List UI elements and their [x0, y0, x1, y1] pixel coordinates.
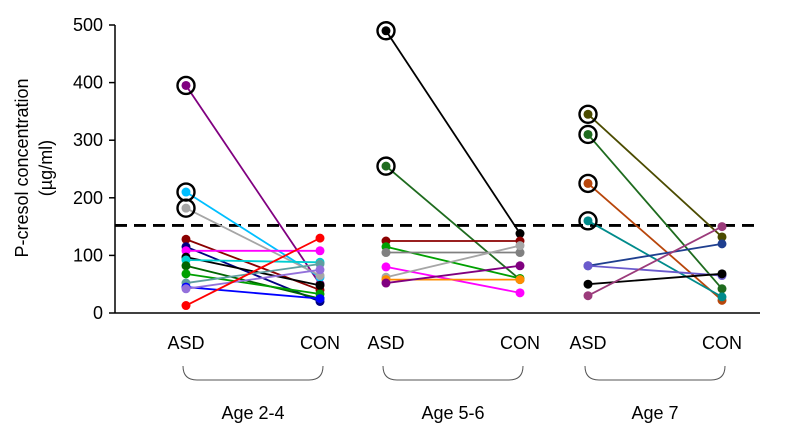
- data-point-con: [315, 233, 325, 243]
- data-point-asd: [381, 278, 391, 288]
- data-point-con: [315, 246, 325, 256]
- data-point-asd: [381, 262, 391, 272]
- data-point-asd: [181, 187, 191, 197]
- data-point-asd: [181, 284, 191, 294]
- x-category-label-con: CON: [300, 333, 340, 353]
- highlight-ring: [578, 124, 598, 145]
- group-label: Age 7: [631, 403, 678, 423]
- series-line: [185, 263, 321, 284]
- y-axis-label-unit: (µg/ml): [36, 140, 56, 196]
- series-line: [385, 264, 521, 284]
- highlight-ring: [376, 156, 396, 176]
- data-point-con: [315, 280, 325, 290]
- y-tick-label: 200: [73, 188, 103, 208]
- group-bracket: [584, 365, 726, 381]
- data-point-asd: [583, 109, 593, 119]
- y-tick-label: 100: [73, 245, 103, 265]
- series-line: [185, 207, 321, 277]
- x-category-label-asd: ASD: [367, 333, 404, 353]
- group-1-series: [376, 21, 525, 298]
- series-line: [185, 237, 321, 307]
- labels-layer: 0 100 200 300 400 500 P-cresol concentration (µ…: [12, 15, 742, 423]
- data-point-con: [315, 265, 325, 275]
- group-bracket: [182, 365, 324, 381]
- data-point-con: [717, 239, 727, 249]
- data-point-asd: [583, 279, 593, 289]
- data-point-con: [717, 292, 727, 302]
- highlight-ring: [578, 104, 598, 124]
- data-point-asd: [583, 216, 593, 226]
- x-category-label-asd: ASD: [569, 333, 606, 353]
- series-line: [185, 286, 321, 300]
- data-point-asd: [181, 246, 191, 256]
- data-point-con: [515, 248, 525, 258]
- group-bracket: [382, 365, 524, 381]
- series-line: [587, 220, 723, 298]
- series-line: [587, 272, 723, 286]
- series-line: [587, 242, 723, 267]
- axes: [109, 24, 760, 314]
- series-line: [385, 244, 521, 279]
- data-point-asd: [583, 261, 593, 271]
- data-point-con: [717, 284, 727, 294]
- data-point-asd: [381, 248, 391, 258]
- series-line: [587, 264, 723, 277]
- y-tick-label: 500: [73, 15, 103, 35]
- series-line: [185, 264, 321, 300]
- series-line: [185, 191, 321, 279]
- series-line: [185, 268, 321, 290]
- series-line: [185, 259, 321, 264]
- data-point-asd: [181, 80, 191, 90]
- series-line: [185, 272, 321, 295]
- highlight-ring: [376, 21, 396, 41]
- data-point-con: [515, 261, 525, 271]
- data-point-asd: [181, 269, 191, 279]
- data-point-asd: [181, 234, 191, 244]
- data-point-con: [515, 241, 525, 251]
- series-line: [385, 165, 521, 281]
- highlight-ring: [176, 198, 196, 218]
- x-category-label-asd: ASD: [167, 333, 204, 353]
- data-point-asd: [181, 261, 191, 271]
- highlight-ring: [578, 211, 598, 231]
- series-line: [587, 133, 723, 290]
- group-0-series: [176, 75, 325, 311]
- data-point-con: [717, 232, 727, 242]
- series-layer: [176, 21, 727, 311]
- data-point-asd: [181, 301, 191, 311]
- data-point-asd: [381, 161, 391, 171]
- group-label: Age 2-4: [221, 403, 284, 423]
- y-axis-label: P-cresol concentration: [12, 78, 32, 257]
- data-point-con: [315, 294, 325, 304]
- data-point-asd: [583, 129, 593, 139]
- data-point-con: [515, 229, 525, 239]
- highlight-ring: [578, 173, 598, 194]
- group-2-series: [578, 104, 727, 305]
- y-tick-label: 300: [73, 130, 103, 150]
- group-label: Age 5-6: [421, 403, 484, 423]
- series-line: [587, 182, 723, 302]
- x-category-label-con: CON: [702, 333, 742, 353]
- data-point-con: [717, 222, 727, 232]
- data-point-con: [717, 269, 727, 279]
- highlight-ring: [176, 75, 196, 96]
- series-line: [587, 225, 723, 297]
- y-tick-label: 400: [73, 73, 103, 93]
- x-category-label-con: CON: [500, 333, 540, 353]
- data-point-asd: [583, 291, 593, 301]
- data-point-asd: [381, 26, 391, 36]
- y-tick-label: 0: [93, 303, 103, 323]
- data-point-asd: [181, 203, 191, 213]
- data-point-con: [515, 275, 525, 285]
- series-line: [587, 113, 723, 238]
- data-point-asd: [583, 178, 593, 188]
- series-line: [385, 30, 521, 235]
- data-point-con: [515, 288, 525, 298]
